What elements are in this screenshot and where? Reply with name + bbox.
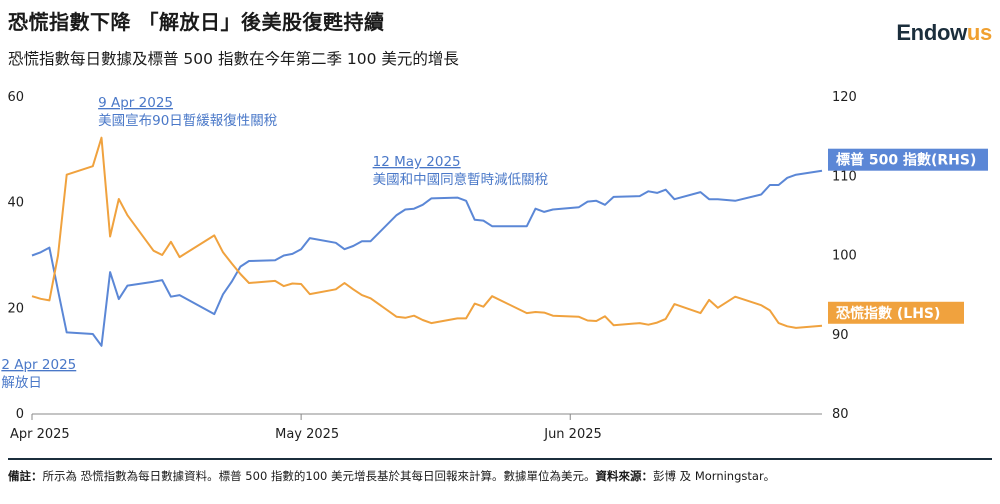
annotation-date-label: 2 Apr 2025 [1,357,76,373]
y-left-tick-label: 0 [16,407,24,422]
spx-legend-tag [828,148,988,171]
footnote: 備註：所示為 恐慌指數為每日數據資料。標普 500 指數的100 美元增長基於其… [8,468,775,484]
endowus-logo: Endowus [896,20,992,46]
x-tick-label: Jun 2025 [543,427,602,442]
annotation-date-label: 9 Apr 2025 [98,95,173,111]
y-left-tick-label: 60 [7,90,24,105]
source-label: 資料來源： [595,469,654,483]
note-text: 所示為 恐慌指數為每日數據資料。標普 500 指數的100 美元增長基於其每日回… [42,469,596,483]
chart-subtitle: 恐慌指數每日數據及標普 500 指數在今年第二季 100 美元的增長 [8,50,459,68]
footer-divider [8,458,992,460]
annotation-event-text: 美國和中國同意暫時減低關稅 [373,171,548,188]
x-tick-label: Apr 2025 [10,427,70,442]
y-right-tick-label: 90 [832,328,849,343]
logo-text-accent: us [966,20,992,45]
source-text: 彭博 及 Morningstar。 [653,469,776,483]
logo-text-main: Endow [896,20,967,45]
chart-title: 恐慌指數下降 「解放日」後美股復甦持續 [8,10,385,34]
annotation-date-label: 12 May 2025 [373,154,461,170]
annotation-event-text: 美國宣布90日暫緩報復性關稅 [98,112,277,129]
y-right-tick-label: 80 [832,407,849,422]
vix-legend-label: 恐慌指數 (LHS) [836,305,940,322]
vix-series-line [31,136,823,329]
y-right-tick-label: 120 [832,90,857,105]
vix-legend-tag [828,301,964,324]
x-tick-label: May 2025 [275,427,339,442]
y-left-tick-label: 20 [7,301,24,316]
note-label: 備註： [8,469,43,483]
y-left-tick-label: 40 [7,196,24,211]
y-right-tick-label: 100 [832,249,857,264]
y-right-tick-label: 110 [832,169,857,184]
spx-series-line [31,169,823,347]
spx-legend-label: 標普 500 指數(RHS) [836,152,976,169]
annotation-event-text: 解放日 [1,375,42,391]
